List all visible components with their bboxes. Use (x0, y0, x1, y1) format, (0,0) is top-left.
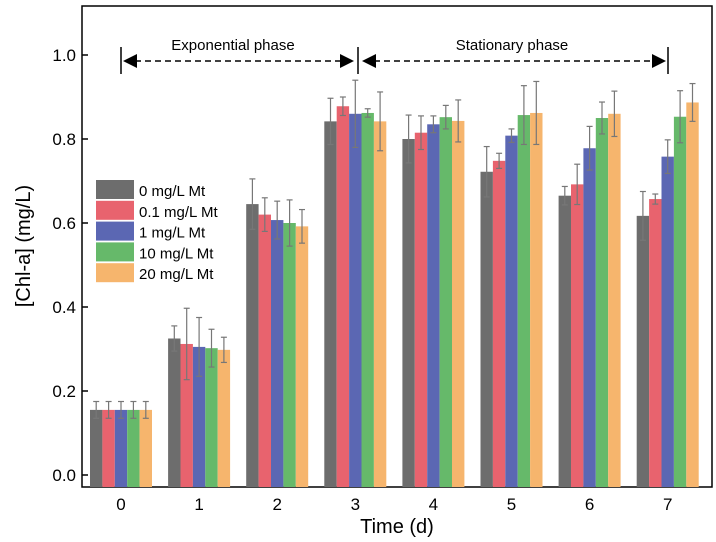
y-tick-label: 0.6 (52, 214, 76, 233)
bar (90, 409, 103, 487)
bar (127, 409, 140, 487)
y-axis-label: [Chl-a] (mg/L) (13, 185, 35, 307)
legend-swatch (96, 242, 134, 262)
x-tick-label: 4 (429, 495, 438, 514)
arrow-head-left (123, 54, 137, 68)
legend-swatch (96, 263, 134, 283)
bar (414, 132, 428, 487)
bar (258, 214, 271, 487)
bar (295, 226, 309, 488)
arrow-head-right (652, 54, 666, 68)
bar (571, 184, 584, 488)
bar (402, 139, 415, 487)
bar (180, 343, 193, 487)
annotation-exponential-phase: Exponential phase (171, 37, 294, 54)
bar (439, 117, 452, 487)
bar (139, 409, 152, 487)
y-tick-label: 1.0 (52, 46, 76, 65)
bar (452, 120, 465, 487)
legend-swatch (96, 180, 134, 199)
legend-label: 0.1 mg/L Mt (139, 204, 218, 221)
bar (373, 121, 387, 488)
bar (336, 106, 350, 488)
bar (686, 102, 699, 488)
bar (636, 215, 650, 488)
y-tick-label: 0.4 (52, 298, 76, 317)
bar (517, 115, 531, 487)
bar (324, 121, 337, 488)
bar (192, 346, 206, 487)
x-tick-label: 1 (194, 495, 203, 514)
bar (427, 124, 440, 488)
y-tick-label: 0.8 (52, 130, 76, 149)
legend-label: 0 mg/L Mt (139, 183, 206, 200)
bar (246, 204, 259, 487)
x-tick-label: 2 (272, 495, 281, 514)
bar (205, 348, 218, 487)
bar (673, 116, 687, 488)
legend-swatch (96, 221, 134, 241)
bar (480, 171, 493, 487)
bar (114, 409, 128, 487)
bar (349, 113, 362, 488)
bar (102, 409, 115, 487)
bar (505, 135, 518, 487)
x-tick-label: 7 (663, 495, 672, 514)
bar (283, 223, 296, 487)
legend-label: 20 mg/L Mt (139, 266, 214, 283)
plot-frame (81, 5, 713, 488)
x-tick-label: 3 (351, 495, 360, 514)
bar (361, 112, 374, 488)
x-tick-label: 6 (585, 495, 594, 514)
bar (558, 195, 571, 487)
bar (217, 349, 231, 487)
bar (168, 338, 181, 487)
legend-label: 1 mg/L Mt (139, 225, 206, 242)
annotation-stationary-phase: Stationary phase (456, 37, 569, 54)
bar (661, 156, 674, 487)
arrow-head-left (362, 54, 376, 68)
x-tick-label: 5 (507, 495, 516, 514)
arrow-head-right (340, 54, 354, 68)
bar (649, 199, 662, 487)
bar (583, 148, 596, 488)
bar (595, 118, 609, 487)
y-tick-label: 0.0 (52, 466, 76, 485)
bar (530, 112, 543, 488)
x-axis-label: Time (d) (360, 516, 434, 538)
y-tick-label: 0.2 (52, 382, 76, 401)
bar (492, 160, 506, 487)
bar (608, 113, 621, 488)
legend-swatch (96, 200, 134, 220)
x-tick-label: 0 (116, 495, 125, 514)
bar (271, 220, 284, 487)
legend-label: 10 mg/L Mt (139, 245, 214, 262)
